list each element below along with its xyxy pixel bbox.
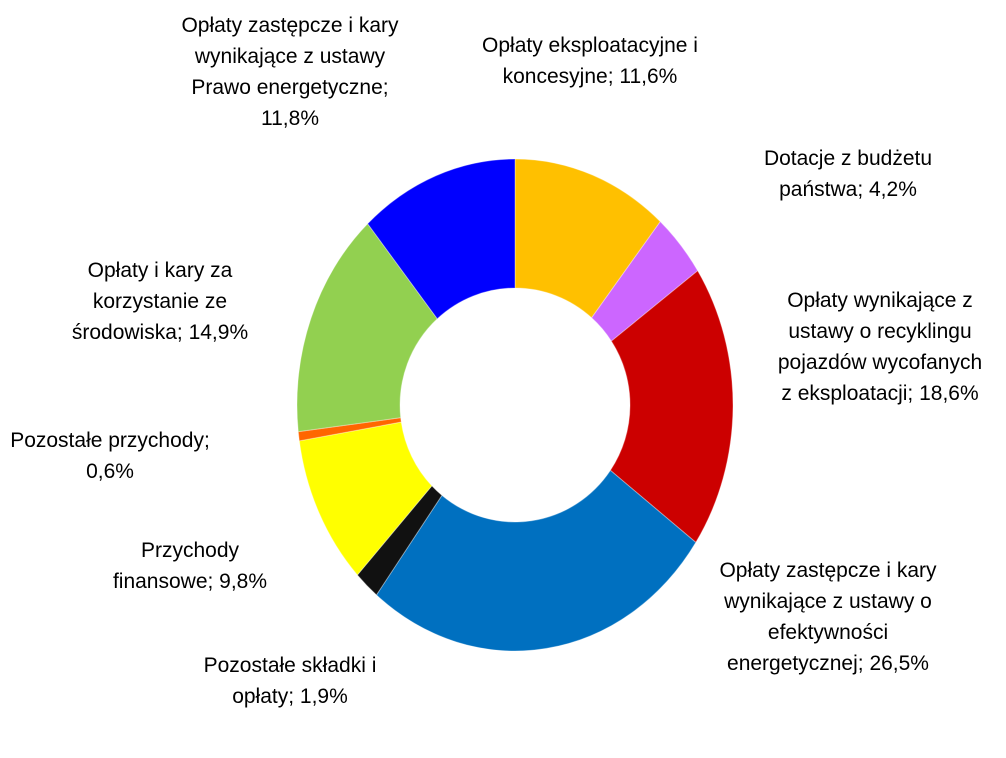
data-label: Przychody finansowe; 9,8% [90,535,290,597]
donut-segment [609,270,734,544]
category-name: Opłaty zastępcze i kary wynikające z ust… [181,14,399,99]
separator: ; [907,382,920,405]
value-label: 26,5% [869,652,929,675]
donut-segment [375,469,697,652]
data-label: Pozostałe składki i opłaty; 1,9% [170,650,410,712]
category-name: Opłaty zastępcze i kary wynikające z ust… [719,559,937,675]
donut-segment [356,485,443,596]
separator: ; [203,429,210,452]
separator: ; [207,570,220,593]
category-name: Pozostałe składki i opłaty [203,654,377,708]
category-name: Opłaty eksploatacyjne i koncesyjne [482,34,698,88]
donut-segment [367,158,516,320]
category-name: Pozostałe przychody [10,429,204,452]
data-label: Dotacje z budżetu państwa; 4,2% [728,143,968,205]
separator: ; [857,178,869,201]
value-label: 18,6% [919,382,979,405]
data-label: Opłaty zastępcze i kary wynikające z ust… [173,10,408,134]
value-label: 14,9% [188,321,249,344]
donut-segment [296,222,438,433]
category-name: Opłaty wynikające z ustawy o recyklingu … [777,289,983,405]
value-label: 11,8% [261,107,319,130]
category-name: Przychody finansowe [112,539,240,593]
data-label: Opłaty i kary za korzystanie ze środowis… [45,255,275,348]
value-label: 11,6% [619,65,678,88]
data-label: Opłaty zastępcze i kary wynikające z ust… [708,555,948,679]
donut-segment [297,417,402,442]
value-label: 9,8% [219,570,268,593]
value-label: 0,6% [86,460,134,483]
separator: ; [176,321,189,344]
donut-segment [298,421,433,576]
separator: ; [288,685,300,708]
value-label: 1,9% [299,685,348,708]
donut-segment [590,220,699,342]
category-name: Opłaty i kary za korzystanie ze środowis… [71,259,233,344]
data-label: Pozostałe przychody; 0,6% [5,425,215,487]
donut-segment [514,158,661,319]
value-label: 4,2% [869,178,917,201]
data-label: Opłaty eksploatacyjne i koncesyjne; 11,6… [473,30,708,92]
data-label: Opłaty wynikające z ustawy o recyklingu … [773,285,988,409]
separator: ; [382,76,389,99]
separator: ; [857,652,870,675]
category-name: Dotacje z budżetu państwa [763,147,933,201]
separator: ; [607,65,620,88]
